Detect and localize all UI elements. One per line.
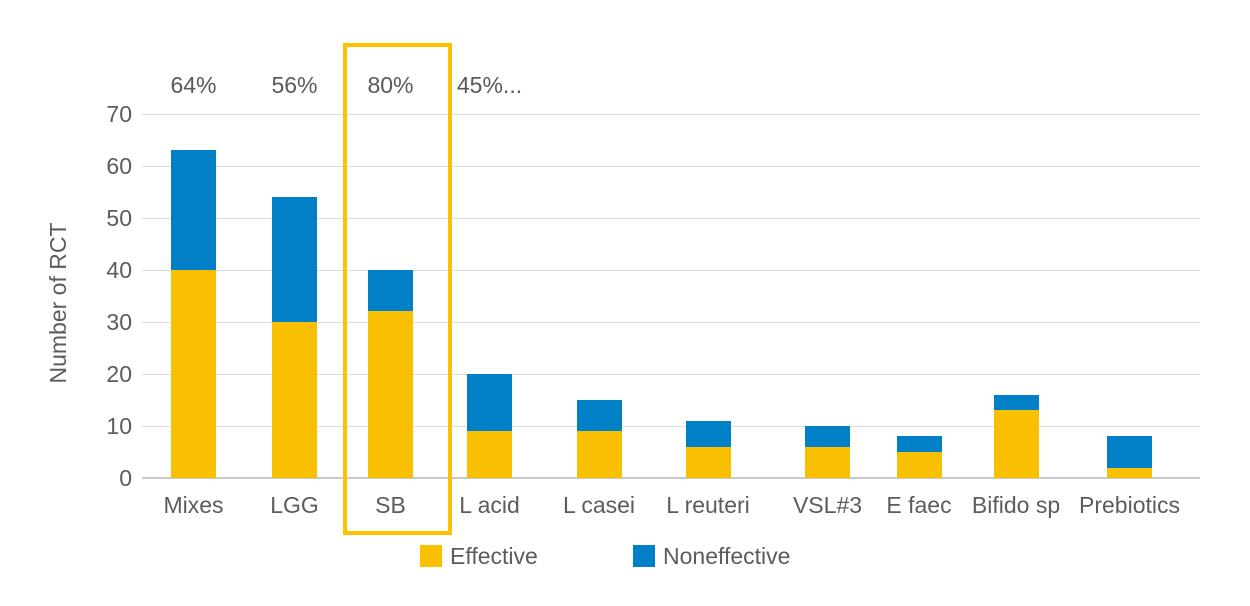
bar-segment-noneffective-bifido-sp: [993, 394, 1039, 411]
y-tick-label-0: 0: [119, 465, 132, 491]
bar-segment-noneffective-mixes: [171, 149, 216, 270]
effective-swatch-icon: [420, 545, 442, 567]
y-axis-title: Number of RCT: [45, 222, 71, 384]
percent-label-lgg: 56%: [271, 72, 318, 98]
x-axis-label-l-casei: L casei: [562, 492, 636, 518]
bar-segment-effective-prebiotics: [1107, 467, 1152, 478]
bar-segment-noneffective-lgg: [272, 196, 317, 322]
bar-segment-effective-bifido-sp: [993, 410, 1039, 478]
gridline-30: [142, 321, 1200, 323]
x-axis-label-l-acid: L acid: [459, 492, 520, 518]
gridline-20: [142, 373, 1200, 375]
percent-label-mixes: 64%: [170, 72, 217, 98]
noneffective-swatch-icon: [633, 545, 655, 567]
y-tick-label-40: 40: [106, 256, 132, 283]
gridline-0: [142, 477, 1200, 479]
gridline-70: [142, 113, 1200, 115]
y-tick-label-50: 50: [106, 204, 132, 231]
x-axis-label-lgg: LGG: [270, 492, 319, 518]
percent-label-sb: 80%: [367, 72, 414, 98]
highlight-box-sb: [342, 43, 452, 535]
bar-segment-noneffective-l-acid: [467, 373, 512, 432]
y-tick-label-10: 10: [106, 412, 132, 439]
bar-segment-effective-vsl-3: [805, 446, 850, 478]
bar-segment-noneffective-sb: [368, 269, 413, 312]
bar-segment-effective-mixes: [171, 269, 216, 478]
bar-segment-noneffective-l-casei: [576, 399, 622, 432]
percent-label-l-acid: 45%...: [456, 72, 523, 98]
x-axis-label-e-faec: E faec: [886, 492, 952, 518]
bar-segment-effective-l-casei: [576, 431, 622, 478]
y-tick-label-60: 60: [106, 152, 132, 179]
x-axis-label-vsl-3: VSL#3: [792, 492, 863, 518]
bar-segment-effective-e-faec: [896, 451, 942, 478]
gridline-50: [142, 217, 1200, 219]
y-tick-label-20: 20: [106, 360, 132, 387]
gridline-40: [142, 269, 1200, 271]
bar-segment-effective-l-reuteri: [685, 446, 731, 478]
x-axis-label-mixes: Mixes: [163, 492, 224, 518]
bar-segment-noneffective-prebiotics: [1107, 436, 1152, 468]
x-axis-label-bifido-sp: Bifido sp: [971, 492, 1061, 518]
x-axis-label-sb: SB: [375, 492, 406, 518]
y-tick-label-30: 30: [106, 308, 132, 335]
bar-segment-noneffective-l-reuteri: [685, 420, 731, 447]
gridline-60: [142, 165, 1200, 167]
y-tick-label-70: 70: [106, 100, 132, 127]
bar-segment-effective-l-acid: [467, 431, 512, 478]
bar-segment-noneffective-e-faec: [896, 436, 942, 452]
bar-segment-effective-lgg: [272, 321, 317, 478]
x-axis-label-l-reuteri: L reuteri: [666, 492, 750, 518]
legend-label-effective: Effective: [450, 543, 538, 569]
legend-label-noneffective: Noneffective: [663, 543, 791, 569]
x-axis-label-prebiotics: Prebiotics: [1079, 492, 1180, 518]
bar-segment-effective-sb: [368, 311, 413, 478]
gridline-10: [142, 425, 1200, 427]
bar-segment-noneffective-vsl-3: [805, 425, 850, 447]
